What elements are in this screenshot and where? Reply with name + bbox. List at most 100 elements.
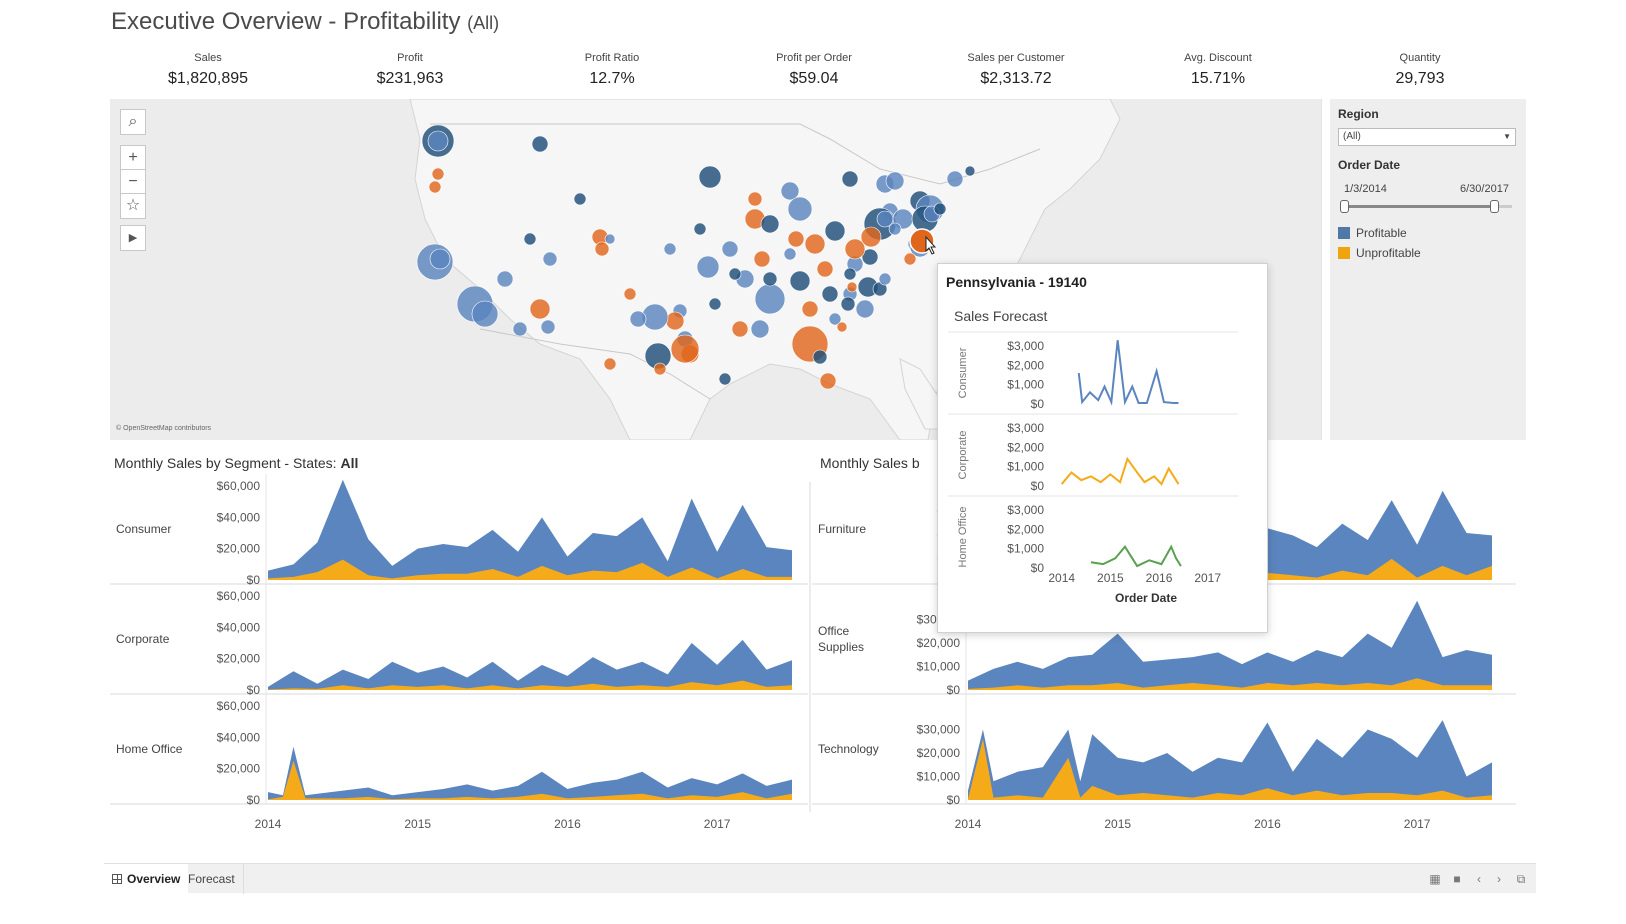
region-dropdown[interactable]: (All) ▼ <box>1338 128 1516 146</box>
area-profitable[interactable] <box>268 746 792 800</box>
map-bubble[interactable] <box>964 165 976 177</box>
map-bubble[interactable] <box>523 232 537 246</box>
map-bubble[interactable] <box>787 230 805 248</box>
zoom-out-button[interactable]: − <box>120 169 146 195</box>
area-unprofitable[interactable] <box>968 738 1492 800</box>
kpi-row: Sales $1,820,895 Profit $231,963 Profit … <box>108 52 1528 92</box>
tooltip-y-tick-label: $3,000 <box>1007 503 1044 517</box>
map-search-button[interactable]: ⌕ <box>120 109 146 135</box>
map-bubble[interactable] <box>812 349 828 365</box>
tooltip-series-label: Consumer <box>957 347 969 398</box>
kpi-sales: Sales $1,820,895 <box>108 52 308 88</box>
next-sheet-icon[interactable]: › <box>1497 872 1501 886</box>
previous-sheet-icon[interactable]: ‹ <box>1477 872 1481 886</box>
map-bubble[interactable] <box>861 248 879 266</box>
map-bubble[interactable] <box>693 222 707 236</box>
map-bubble[interactable] <box>665 311 685 331</box>
map-bubble[interactable] <box>787 196 813 222</box>
x-tick-label: 2014 <box>955 817 982 831</box>
y-tick-label: $20,000 <box>217 652 261 666</box>
map-bubble[interactable] <box>789 270 811 292</box>
map-bubble[interactable] <box>431 167 445 181</box>
map-bubble[interactable] <box>670 334 700 364</box>
map-bubble[interactable] <box>754 283 786 315</box>
map-bubble[interactable] <box>629 310 647 328</box>
map-bubble[interactable] <box>721 240 739 258</box>
map-bubble[interactable] <box>844 238 866 260</box>
area-unprofitable[interactable] <box>268 559 792 580</box>
map-bubble[interactable] <box>429 248 451 270</box>
map-bubble[interactable] <box>728 267 742 281</box>
area-profitable[interactable] <box>268 639 792 690</box>
date-slider-start-handle[interactable] <box>1340 200 1349 213</box>
map-bubble[interactable] <box>427 130 449 152</box>
map-bubble[interactable] <box>594 241 610 257</box>
map-bubble[interactable] <box>750 319 770 339</box>
map-bubbles[interactable] <box>416 124 976 390</box>
map-bubble[interactable] <box>531 135 549 153</box>
map-bubble[interactable] <box>623 287 637 301</box>
map-bubble[interactable] <box>529 298 551 320</box>
map-bubble[interactable] <box>753 250 771 268</box>
map-bubble[interactable] <box>604 233 616 245</box>
map-bubble[interactable] <box>780 181 800 201</box>
tab-forecast[interactable]: Forecast <box>180 864 244 894</box>
map-bubble[interactable] <box>836 321 848 333</box>
map-bubble[interactable] <box>828 312 842 326</box>
area-profitable[interactable] <box>268 479 792 580</box>
map-bubble[interactable] <box>885 171 905 191</box>
grid-view-icon[interactable]: ▦ <box>1429 872 1441 886</box>
date-slider-end-handle[interactable] <box>1490 200 1499 213</box>
map-bubble[interactable] <box>821 285 839 303</box>
map-bubble[interactable] <box>542 251 558 267</box>
tab-overview[interactable]: Overview <box>104 864 189 894</box>
map-bubble[interactable] <box>496 270 514 288</box>
legend-unprofitable[interactable]: Unprofitable <box>1338 246 1421 260</box>
map-bubble[interactable] <box>860 226 882 248</box>
map-bubble[interactable] <box>841 170 859 188</box>
map-bubble[interactable] <box>878 272 892 286</box>
map-bubble[interactable] <box>819 372 837 390</box>
area-profitable[interactable] <box>968 720 1492 800</box>
map-bubble[interactable] <box>843 267 857 281</box>
map-bubble[interactable] <box>696 255 720 279</box>
map-bubble[interactable] <box>653 362 667 376</box>
area-unprofitable[interactable] <box>268 680 792 690</box>
area-unprofitable[interactable] <box>268 760 792 800</box>
map-bubble[interactable] <box>933 202 947 216</box>
map-bubble[interactable] <box>603 357 617 371</box>
map-bubble[interactable] <box>663 242 677 256</box>
map-bubble[interactable] <box>540 319 556 335</box>
map-bubble[interactable] <box>946 170 964 188</box>
map-bubble[interactable] <box>760 214 780 234</box>
map-bubble[interactable] <box>428 180 442 194</box>
map-play-button[interactable]: ▶ <box>120 225 146 251</box>
map-bubble[interactable] <box>573 192 587 206</box>
presentation-mode-icon[interactable]: ⧉ <box>1516 872 1526 886</box>
map-attribution[interactable]: © OpenStreetMap contributors <box>116 425 212 432</box>
map-bubble[interactable] <box>801 300 819 318</box>
map-bubble[interactable] <box>698 165 722 189</box>
map-bubble[interactable] <box>708 297 722 311</box>
map-bubble[interactable] <box>824 220 846 242</box>
legend-profitable[interactable]: Profitable <box>1338 226 1407 240</box>
area-unprofitable[interactable] <box>968 678 1492 690</box>
map-bubble[interactable] <box>783 247 797 261</box>
map-bubble[interactable] <box>804 233 826 255</box>
map-bubble[interactable] <box>747 191 763 207</box>
map-bubble[interactable] <box>731 320 749 338</box>
map-bubble[interactable] <box>846 281 858 293</box>
segment-chart-title-state[interactable]: All <box>340 455 359 471</box>
map-bubble[interactable] <box>762 271 778 287</box>
map-bubble[interactable] <box>718 372 732 386</box>
map-bubble[interactable] <box>903 252 917 266</box>
pin-map-button[interactable]: ☆ <box>120 193 146 219</box>
map-bubble[interactable] <box>512 321 528 337</box>
map-bubble[interactable] <box>816 260 834 278</box>
map-bubble[interactable] <box>840 296 856 312</box>
zoom-in-button[interactable]: + <box>120 145 146 171</box>
map-bubble[interactable] <box>888 222 902 236</box>
single-view-icon[interactable]: ■ <box>1453 872 1461 886</box>
map-bubble[interactable] <box>471 300 499 328</box>
map-bubble[interactable] <box>855 299 875 319</box>
